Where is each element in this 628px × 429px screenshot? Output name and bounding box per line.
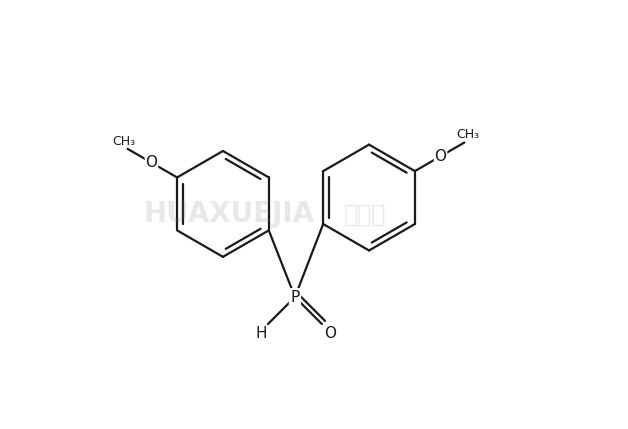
Text: O: O <box>435 149 447 164</box>
Text: O: O <box>146 155 158 170</box>
Text: HUAXUEJIA: HUAXUEJIA <box>144 200 315 229</box>
Text: P: P <box>290 290 300 305</box>
Text: O: O <box>324 326 337 341</box>
Text: CH₃: CH₃ <box>112 135 136 148</box>
Text: H: H <box>256 326 268 341</box>
Text: CH₃: CH₃ <box>456 128 479 142</box>
Text: 化学加: 化学加 <box>344 202 386 227</box>
